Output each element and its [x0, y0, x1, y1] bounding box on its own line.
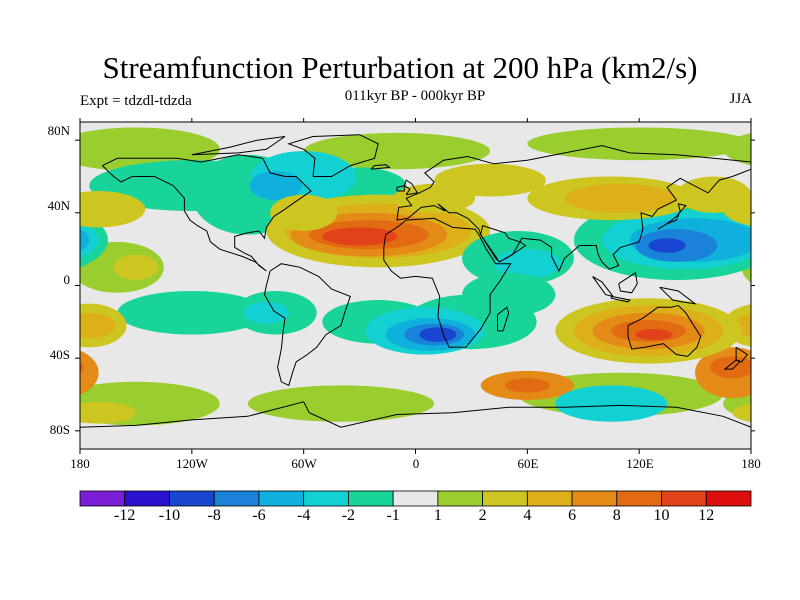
colorbar-swatch [79, 490, 126, 507]
coastline [396, 184, 405, 192]
colorbar-swatch [571, 490, 618, 507]
contour-region [80, 381, 220, 426]
contour-region [80, 191, 146, 228]
contour-region [504, 378, 550, 393]
contour-region [419, 327, 457, 342]
contour-region [564, 183, 677, 213]
colorbar-label: 1 [433, 507, 442, 524]
coastline [370, 164, 391, 170]
coastline [383, 217, 512, 348]
contour-region [244, 301, 289, 324]
contour-region [648, 238, 686, 253]
colorbar-swatch [482, 490, 528, 507]
coastline [618, 271, 638, 294]
contour-region [80, 228, 90, 252]
coastline [480, 224, 521, 263]
colorbar-swatch [124, 490, 170, 507]
colorbar-swatch [437, 490, 484, 507]
colorbar-swatch [661, 490, 707, 507]
colorbar-label: -10 [158, 507, 181, 524]
coastline [735, 346, 749, 363]
contour-region [635, 329, 673, 340]
contour-region [732, 403, 751, 423]
contour-region [270, 194, 338, 231]
coastline [80, 401, 751, 428]
lon-label: 120E [626, 456, 654, 471]
axis-ticks [75, 118, 755, 454]
lon-label: 120W [176, 456, 208, 471]
colorbar-swatch [258, 490, 305, 507]
coastline [403, 179, 419, 196]
experiment-label: Expt = tdzdl-tdzda [80, 93, 192, 109]
coastline [659, 286, 697, 305]
colorbar-swatch [392, 490, 439, 507]
lat-label: 40N [47, 198, 70, 213]
contour-fill [80, 122, 800, 449]
contour-region [760, 160, 800, 211]
lat-label: 80N [47, 123, 70, 138]
contour-region [322, 227, 397, 246]
colorbar-label: -6 [252, 507, 266, 524]
colorbar-label: 2 [478, 507, 487, 524]
lat-label: 0 [63, 272, 71, 287]
contour-region [462, 272, 556, 317]
colorbar [79, 490, 752, 507]
colorbar-label: -1 [386, 507, 400, 524]
coastline [263, 263, 351, 387]
contour-region [734, 313, 751, 338]
coastline [657, 203, 687, 230]
season-label: JJA [729, 91, 752, 107]
contour-region [113, 254, 159, 281]
lon-label: 60E [517, 456, 539, 471]
colorbar-label: -8 [207, 507, 221, 524]
contour-region [493, 249, 561, 279]
colorbar-swatch [303, 490, 349, 507]
contour-region [80, 401, 136, 424]
contour-region [80, 127, 220, 172]
lon-label: 60W [291, 456, 317, 471]
colorbar-label: 4 [523, 507, 532, 524]
colorbar-label: 8 [612, 507, 621, 524]
lon-label: 180 [741, 456, 761, 471]
contour-region [80, 361, 84, 374]
colorbar-swatch [213, 490, 260, 507]
lon-label: 180 [70, 456, 90, 471]
contour-region [247, 385, 435, 422]
coastlines [80, 134, 751, 428]
plot-subtitle: 011kyr BP - 000kyr BP [344, 88, 486, 104]
colorbar-label: 10 [653, 507, 670, 524]
coastline [102, 154, 312, 272]
contour-region [249, 171, 302, 201]
coastline [723, 359, 741, 370]
colorbar-swatch [616, 490, 662, 507]
contour-region [80, 350, 99, 395]
contour-region [393, 183, 476, 213]
contour-region [710, 356, 751, 379]
coastline [497, 306, 510, 332]
contour-region [723, 192, 751, 226]
contour-region [80, 312, 116, 339]
coastline [610, 295, 631, 303]
contour-region [117, 290, 267, 335]
contour-region [527, 127, 751, 161]
lon-label: 0 [412, 456, 420, 471]
coastline [287, 134, 379, 177]
colorbar-label: -12 [114, 507, 136, 524]
colorbar-label: -4 [296, 507, 311, 524]
lat-label: 40S [49, 347, 70, 362]
colorbar-swatch [705, 490, 752, 507]
colorbar-label: 12 [698, 507, 715, 524]
plot-title: Streamfunction Perturbation at 200 hPa (… [102, 50, 698, 85]
coastline [191, 136, 286, 156]
colorbar-label: -2 [341, 507, 356, 524]
colorbar-swatch [526, 490, 573, 507]
contour-region [555, 385, 668, 422]
coastline [627, 304, 702, 357]
colorbar-label: 6 [568, 507, 577, 524]
lat-label: 80S [49, 422, 70, 437]
colorbar-swatch [347, 490, 394, 507]
colorbar-swatch [169, 490, 215, 507]
